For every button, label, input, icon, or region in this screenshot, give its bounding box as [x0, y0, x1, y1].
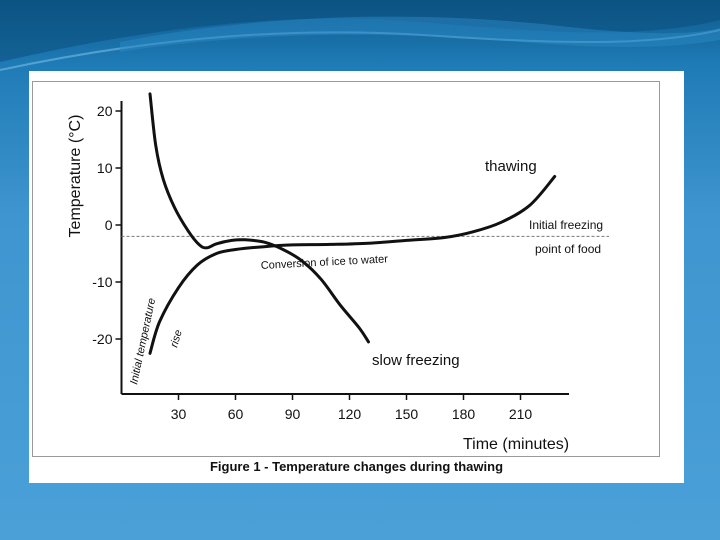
x-tick-label: 90 — [285, 406, 301, 422]
freezing-point-label-line2: point of food — [535, 242, 601, 256]
x-tick-label: 30 — [171, 406, 187, 422]
x-tick-label: 180 — [452, 406, 476, 422]
y-tick-label: -20 — [92, 331, 112, 347]
conversion-annotation: Conversion of ice to water — [261, 253, 389, 272]
y-tick-label: 10 — [97, 160, 113, 176]
x-tick-label: 210 — [509, 406, 533, 422]
initial-rise-annotation-line2: rise — [168, 328, 184, 348]
wave-decoration-band — [120, 16, 720, 53]
x-tick-label: 60 — [228, 406, 244, 422]
wave-decoration-top — [0, 0, 720, 62]
slow-freezing-series-line — [148, 92, 370, 344]
y-tick-label: 0 — [105, 217, 113, 233]
y-tick-label: 20 — [97, 103, 113, 119]
chart-annotations: Temperature (°C) Time (minutes) thawing … — [67, 115, 603, 453]
thawing-series-label: thawing — [485, 158, 537, 175]
figure-panel: 20 10 0 -10 -20 30 60 90 120 150 180 210 Temperatur… — [29, 71, 684, 483]
thawing-series-line — [148, 175, 557, 355]
chart-axes — [120, 101, 569, 395]
temperature-chart: 20 10 0 -10 -20 30 60 90 120 150 180 210 Temperatur… — [67, 92, 609, 453]
x-axis-label: Time (minutes) — [463, 436, 569, 453]
figure-frame — [32, 81, 660, 457]
x-tick-label: 150 — [395, 406, 419, 422]
chart-ticks: 20 10 0 -10 -20 30 60 90 120 150 180 210 — [92, 103, 532, 422]
figure-caption: Figure 1 - Temperature changes during th… — [209, 459, 504, 474]
y-axis-label: Temperature (°C) — [67, 115, 84, 238]
x-tick-label: 120 — [338, 406, 362, 422]
freezing-point-label-line1: Initial freezing — [529, 218, 603, 232]
y-tick-label: -10 — [92, 274, 112, 290]
slow-freezing-series-label: slow freezing — [372, 352, 460, 369]
series-layer — [148, 92, 557, 355]
